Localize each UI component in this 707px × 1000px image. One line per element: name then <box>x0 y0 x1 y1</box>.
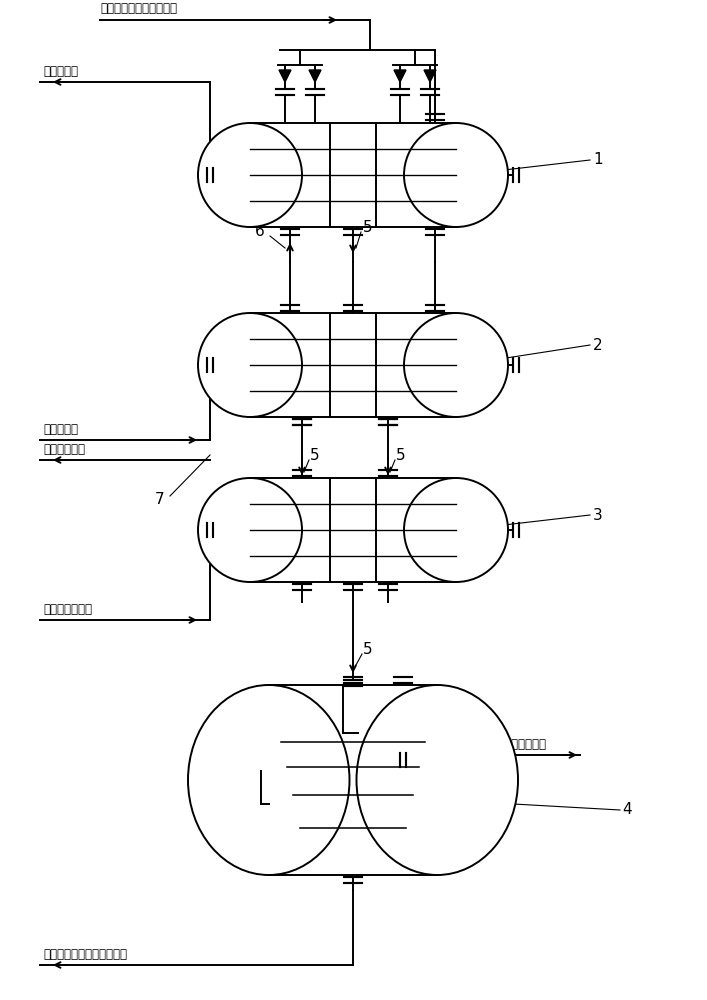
Ellipse shape <box>198 123 302 227</box>
Bar <box>269 685 437 875</box>
Ellipse shape <box>188 685 349 875</box>
Polygon shape <box>309 70 321 82</box>
Text: 再生塔塔顶来的酸性气体: 再生塔塔顶来的酸性气体 <box>100 2 177 15</box>
Text: 3: 3 <box>593 508 603 522</box>
Ellipse shape <box>198 313 302 417</box>
Text: 2: 2 <box>593 338 602 353</box>
Text: 7: 7 <box>155 492 165 508</box>
Text: 真空冷凝液去真空冷凝液槽: 真空冷凝液去真空冷凝液槽 <box>43 948 127 961</box>
Text: 5: 5 <box>363 221 373 235</box>
Text: 5: 5 <box>310 448 320 462</box>
Bar <box>250 123 456 227</box>
Text: 循环水上水: 循环水上水 <box>43 423 78 436</box>
Text: 5: 5 <box>363 643 373 658</box>
Text: 4: 4 <box>622 802 631 818</box>
Polygon shape <box>279 70 291 82</box>
Text: 低温循环回水: 低温循环回水 <box>43 443 85 456</box>
Polygon shape <box>394 70 406 82</box>
Text: 酸性气体去真空泵: 酸性气体去真空泵 <box>490 738 546 751</box>
Text: 5: 5 <box>396 448 406 462</box>
Bar <box>250 478 456 582</box>
Text: 低温循环水上水: 低温循环水上水 <box>43 603 92 616</box>
Text: 循环水回水: 循环水回水 <box>43 65 78 78</box>
Ellipse shape <box>404 123 508 227</box>
Text: 1: 1 <box>593 152 602 167</box>
Ellipse shape <box>198 478 302 582</box>
Ellipse shape <box>356 685 518 875</box>
Ellipse shape <box>404 478 508 582</box>
Polygon shape <box>424 70 436 82</box>
Bar <box>250 313 456 417</box>
Ellipse shape <box>404 313 508 417</box>
Text: 6: 6 <box>255 225 264 239</box>
